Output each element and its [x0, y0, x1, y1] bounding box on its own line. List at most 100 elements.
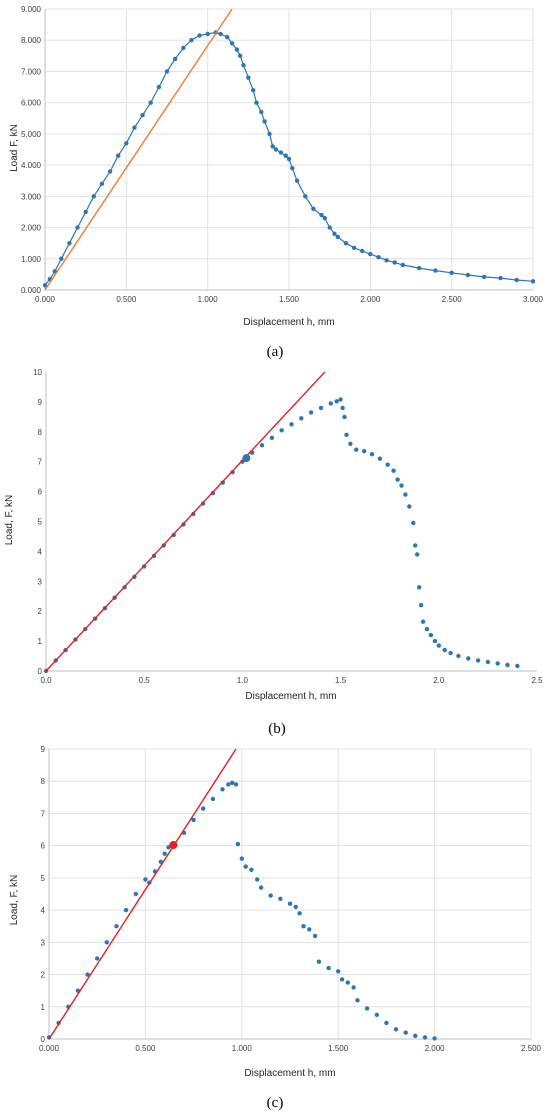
data-point [436, 643, 441, 648]
data-point [415, 552, 420, 557]
x-tick-label: 1.0 [237, 676, 249, 685]
data-point [312, 933, 318, 939]
data-point [116, 153, 121, 158]
data-point [95, 956, 100, 961]
data-point [362, 449, 367, 454]
data-point [345, 980, 350, 985]
data-point [220, 787, 225, 792]
data-point [83, 209, 88, 215]
data-point [229, 41, 235, 46]
data-point [339, 977, 345, 982]
data-point [308, 410, 314, 415]
data-point [360, 248, 365, 254]
data-point [485, 659, 491, 665]
data-point [515, 663, 520, 669]
y-axis-title-a: Load F, kN [9, 124, 20, 172]
x-tick-label: 1.000 [198, 295, 219, 304]
data-point [338, 397, 343, 402]
y-tick-label: 8.000 [21, 36, 42, 45]
data-point [399, 483, 404, 488]
y-tick-label: 2.000 [21, 224, 42, 233]
data-point [416, 265, 422, 271]
data-point [368, 251, 373, 257]
y-tick-label: 9 [38, 398, 43, 407]
data-point [449, 270, 454, 275]
data-point [385, 462, 390, 467]
data-point [326, 965, 331, 971]
data-point [197, 33, 202, 38]
data-point [377, 456, 383, 461]
grid-a [45, 8, 534, 290]
data-point [384, 258, 389, 263]
data-point [133, 891, 138, 897]
data-point [290, 166, 295, 171]
data-point [104, 940, 110, 945]
data-point [475, 658, 481, 663]
data-point [220, 480, 225, 485]
data-point [140, 113, 145, 118]
x-tick-label: 2.500 [442, 295, 463, 304]
y-tick-label: 3 [41, 938, 46, 947]
data-point [156, 84, 162, 90]
data-point [143, 877, 148, 882]
data-point [495, 661, 500, 666]
x-tick-label: 1.5 [335, 676, 347, 685]
data-point [278, 150, 284, 155]
caption-c: (c) [267, 1095, 284, 1111]
data-point [466, 656, 471, 661]
data-point [332, 231, 337, 236]
data-point [392, 260, 397, 265]
data-point [42, 283, 48, 288]
data-point [164, 69, 170, 74]
data-point [354, 447, 359, 452]
x-tick-label: 3.000 [523, 295, 544, 304]
highlight-marker [169, 841, 178, 850]
x-axis-title-b: Displacement h, mm [245, 691, 336, 702]
data-point [241, 62, 246, 68]
data-point [278, 896, 283, 901]
fit-line [48, 748, 237, 1040]
x-axis-title-a: Displacement h, mm [243, 317, 334, 328]
data-point [417, 585, 422, 590]
x-tick-label: 0.500 [135, 1044, 156, 1053]
data-point [233, 782, 239, 787]
x-axis-title-c: Displacement h, mm [244, 1068, 335, 1079]
data-point [413, 1033, 418, 1039]
data-c [46, 748, 437, 1041]
data-point [67, 241, 72, 246]
data-point [270, 144, 275, 149]
data-b [43, 371, 520, 674]
data-point [283, 153, 288, 158]
x-tick-label: 0.000 [39, 1044, 60, 1053]
data-point [303, 194, 308, 199]
data-point [287, 901, 293, 906]
y-tick-label: 6 [41, 842, 46, 851]
data-point [311, 206, 316, 211]
data-point [268, 893, 273, 898]
data-point [75, 225, 80, 230]
data-point [259, 109, 264, 115]
data-point [293, 904, 298, 910]
data-point [191, 817, 196, 823]
data-point [355, 998, 360, 1003]
y-tick-label: 6.000 [21, 99, 42, 108]
y-tick-label: 10 [33, 368, 42, 377]
data-point [286, 156, 292, 162]
axes-c [48, 749, 531, 1040]
data-point [114, 924, 119, 929]
data-point [343, 241, 349, 246]
data-point [411, 520, 416, 526]
y-tick-label: 3 [38, 577, 43, 586]
y-tick-label: 9.000 [21, 5, 42, 14]
y-tick-label: 0.000 [21, 286, 42, 295]
tick-labels-c: 0 1 2 3 4 5 6 7 8 9 0.000 0.500 1.000 1.500 2.000 2.500 [39, 745, 542, 1053]
data-point [334, 399, 339, 404]
y-tick-label: 1.000 [21, 255, 42, 264]
data-point [432, 638, 438, 644]
data-point [254, 100, 259, 105]
grid-c [49, 748, 532, 1039]
x-tick-label: 0.5 [139, 676, 151, 685]
data-point [395, 477, 400, 482]
tick-labels-a: 0.000 1.000 2.000 3.000 4.000 5.000 6.000 7.000… [21, 5, 544, 304]
